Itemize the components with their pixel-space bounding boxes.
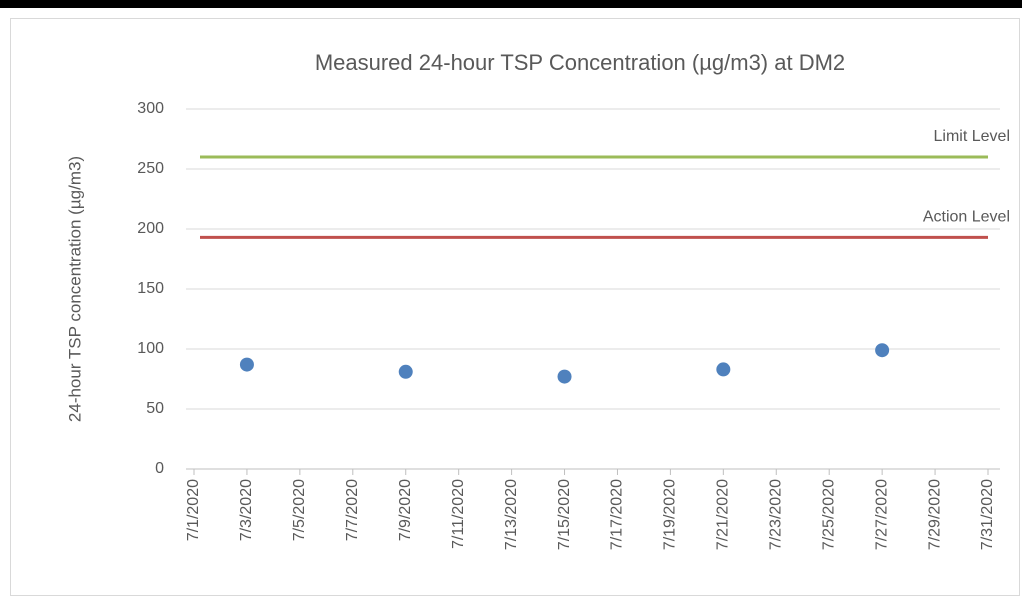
x-tick-label: 7/27/2020 bbox=[873, 479, 890, 550]
x-tick-label: 7/3/2020 bbox=[238, 479, 255, 541]
x-tick-label: 7/17/2020 bbox=[609, 479, 626, 550]
y-tick-label: 300 bbox=[137, 100, 164, 117]
x-tick-label: 7/5/2020 bbox=[291, 479, 308, 541]
y-axis-title: 24-hour TSP concentration (µg/m3) bbox=[65, 156, 84, 422]
chart-border bbox=[10, 18, 1020, 596]
reference-label: Action Level bbox=[923, 209, 1010, 226]
x-tick-label: 7/25/2020 bbox=[820, 479, 837, 550]
x-tick-label: 7/19/2020 bbox=[662, 479, 679, 550]
reference-label: Limit Level bbox=[934, 128, 1010, 145]
x-tick-label: 7/1/2020 bbox=[185, 479, 202, 541]
data-point bbox=[875, 343, 890, 358]
y-tick-label: 150 bbox=[137, 280, 164, 297]
x-tick-label: 7/9/2020 bbox=[397, 479, 414, 541]
y-tick-label: 100 bbox=[137, 340, 164, 357]
data-point bbox=[716, 362, 731, 377]
x-tick-label: 7/11/2020 bbox=[450, 479, 467, 549]
data-point bbox=[239, 357, 254, 372]
x-tick-label: 7/29/2020 bbox=[926, 479, 943, 550]
y-tick-label: 0 bbox=[155, 460, 164, 477]
data-point bbox=[557, 369, 572, 384]
top-bar bbox=[0, 0, 1022, 8]
chart-title: Measured 24-hour TSP Concentration (µg/m… bbox=[315, 50, 845, 75]
x-tick-label: 7/23/2020 bbox=[767, 479, 784, 550]
x-tick-label: 7/15/2020 bbox=[556, 479, 573, 550]
y-tick-label: 50 bbox=[146, 400, 164, 417]
data-point bbox=[398, 364, 413, 379]
x-tick-label: 7/13/2020 bbox=[503, 479, 520, 550]
x-tick-label: 7/31/2020 bbox=[979, 479, 996, 550]
x-tick-label: 7/21/2020 bbox=[715, 479, 732, 550]
y-tick-label: 250 bbox=[137, 160, 164, 177]
x-tick-label: 7/7/2020 bbox=[344, 479, 361, 541]
y-tick-label: 200 bbox=[137, 220, 164, 237]
